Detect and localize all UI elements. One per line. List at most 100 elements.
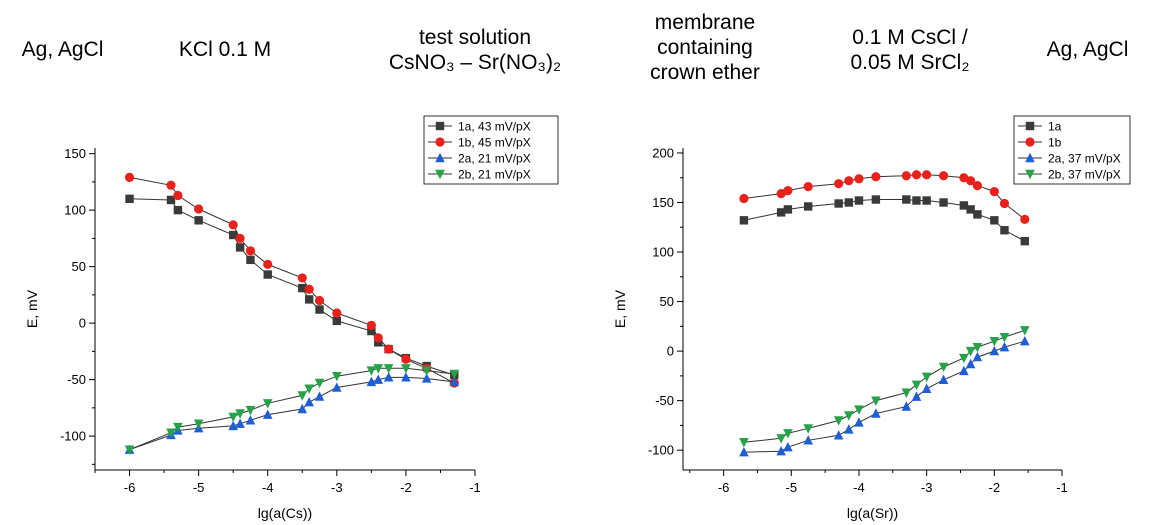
- data-point: [421, 366, 432, 376]
- data-point: [803, 435, 814, 445]
- data-point: [739, 438, 749, 448]
- data-point: [373, 364, 384, 374]
- data-point: [783, 442, 793, 452]
- data-point: [783, 429, 793, 439]
- data-point: [421, 373, 432, 383]
- data-point: [245, 246, 256, 256]
- data-point: [263, 259, 273, 269]
- y-axis-label: E, mV: [612, 289, 628, 328]
- header-cell-membrane: membrane containing crown ether: [650, 11, 760, 84]
- data-point: [314, 295, 325, 306]
- data-point: [235, 418, 245, 428]
- data-point: [921, 372, 932, 383]
- data-point: [989, 345, 1000, 356]
- data-point: [911, 391, 922, 401]
- data-point: [298, 283, 307, 293]
- data-point: [332, 382, 342, 392]
- data-point: [939, 198, 948, 207]
- data-point: [166, 180, 176, 190]
- data-point: [383, 372, 394, 382]
- y-tick-label: 0: [667, 344, 674, 359]
- series-4: [124, 364, 460, 455]
- data-point: [263, 270, 272, 279]
- x-tick-label: -1: [469, 480, 481, 495]
- legend-label: 1b: [1048, 136, 1062, 150]
- data-point: [173, 422, 183, 433]
- series-line: [743, 340, 1025, 453]
- legend-marker: [1025, 121, 1035, 131]
- legend-marker: [1025, 169, 1035, 180]
- data-point: [124, 172, 135, 182]
- data-point: [401, 364, 411, 374]
- legend-marker: [435, 137, 445, 147]
- data-point: [844, 424, 854, 434]
- data-point: [262, 399, 273, 409]
- data-point: [449, 369, 460, 380]
- y-tick-label: -50: [67, 372, 86, 387]
- chart-cs: -6 -5 -4 -3 -2 -1 -100 -50 0 50 100 150 lg(a(Cs)) E, …: [24, 115, 559, 521]
- legend-label: 1a, 43 mV/pX: [458, 120, 531, 134]
- data-point: [844, 198, 854, 207]
- data-point: [871, 172, 881, 182]
- data-point: [193, 419, 204, 429]
- data-point: [833, 416, 844, 426]
- header-cell-electrode-left: Ag, AgCl: [21, 38, 104, 61]
- series-4: [739, 326, 1030, 448]
- y-tick-label: 0: [79, 316, 86, 331]
- data-point: [332, 308, 342, 318]
- data-point: [297, 403, 308, 414]
- data-point: [844, 411, 854, 421]
- data-point: [314, 391, 325, 401]
- data-point: [902, 195, 911, 204]
- data-point: [834, 179, 844, 189]
- data-point: [304, 295, 314, 304]
- series-1: [125, 194, 459, 380]
- data-point: [911, 380, 922, 390]
- y-tick-label: 150: [652, 195, 674, 210]
- x-tick-label: -2: [400, 480, 412, 495]
- data-point: [373, 333, 383, 343]
- x-tick-label: -3: [921, 480, 933, 495]
- data-point: [166, 428, 176, 438]
- data-point: [1000, 226, 1009, 235]
- x-tick-label: -6: [124, 480, 136, 495]
- data-point: [304, 384, 314, 394]
- data-point: [854, 196, 864, 205]
- data-point: [804, 202, 813, 211]
- y-tick-label: 100: [64, 203, 86, 218]
- data-point: [297, 391, 308, 401]
- data-point: [228, 230, 238, 240]
- x-tick-label: -4: [262, 480, 274, 495]
- data-point: [401, 372, 411, 382]
- data-point: [989, 186, 999, 197]
- data-point: [803, 182, 813, 192]
- data-point: [922, 170, 932, 180]
- data-point: [366, 320, 376, 330]
- data-point: [228, 220, 238, 230]
- data-point: [999, 198, 1010, 209]
- data-point: [972, 351, 983, 362]
- header-cell-inner-solution: 0.1 M CsCl / 0.05 M SrCl₂: [850, 26, 970, 74]
- header-cell-test-solution: test solution CsNO₃ – Sr(NO₃)₂: [388, 26, 562, 74]
- data-point: [783, 186, 793, 196]
- data-point: [373, 374, 384, 384]
- data-point: [938, 171, 949, 181]
- data-point: [315, 305, 324, 314]
- data-point: [449, 376, 460, 387]
- data-point: [367, 326, 376, 336]
- header-cell-kcl: KCl 0.1 M: [178, 38, 272, 61]
- data-point: [912, 196, 921, 205]
- data-point: [173, 205, 183, 215]
- data-point: [1020, 236, 1029, 246]
- data-point: [384, 344, 394, 354]
- data-point: [304, 284, 314, 294]
- data-point: [854, 174, 864, 184]
- data-point: [125, 194, 134, 204]
- header-cell-electrode-right: Ag, AgCl: [1046, 38, 1129, 61]
- data-point: [366, 366, 377, 376]
- y-tick-label: -100: [648, 443, 674, 458]
- data-point: [966, 176, 976, 186]
- data-point: [901, 388, 912, 398]
- y-tick-label: 50: [72, 259, 86, 274]
- data-point: [235, 243, 245, 252]
